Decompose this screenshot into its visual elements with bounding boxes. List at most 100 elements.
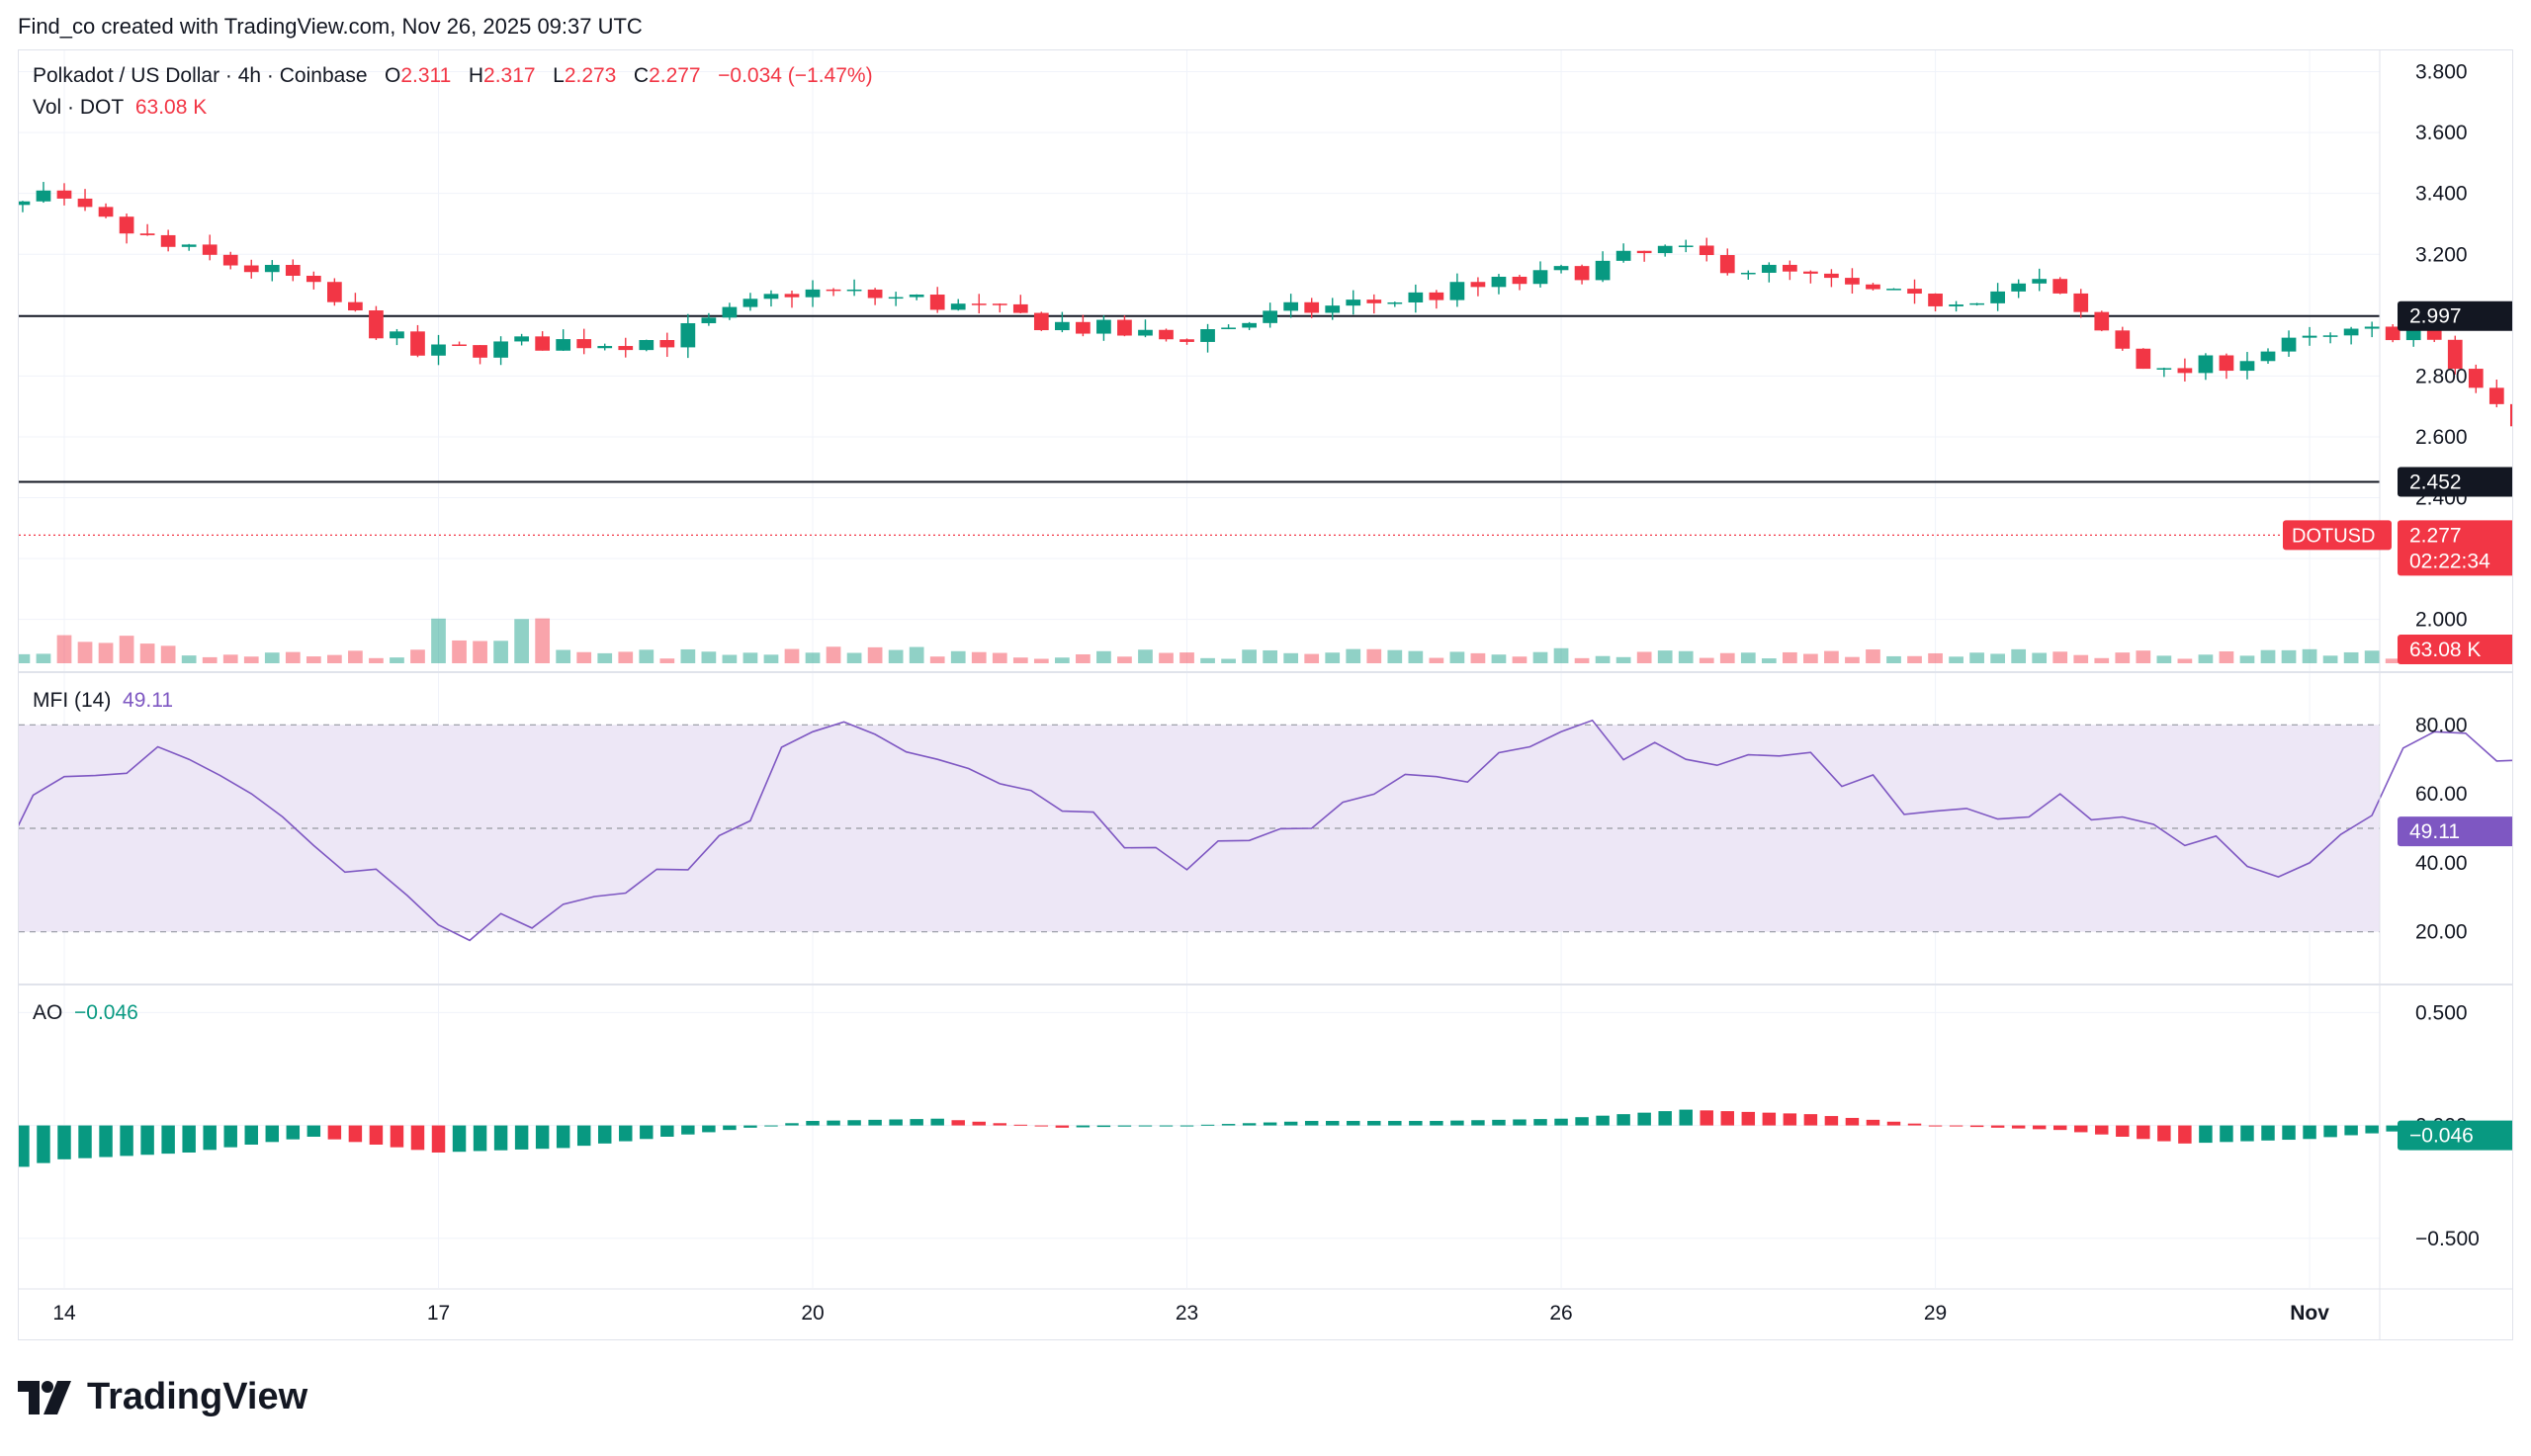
volume-label: Vol · DOT <box>33 96 125 119</box>
candle-body <box>160 234 176 247</box>
ao-bar <box>57 1125 71 1159</box>
volume-bar <box>348 650 363 663</box>
ao-bar <box>993 1123 1007 1126</box>
last-price-badge[interactable]: 2.277 02:22:34 <box>2398 520 2512 576</box>
ao-bars <box>19 1109 2512 1167</box>
candle-body <box>1055 321 1070 331</box>
volume-bar <box>763 654 779 663</box>
level-price-badge[interactable]: 2.997 <box>2398 300 2512 331</box>
candle-body <box>493 341 508 358</box>
ao-bar <box>1283 1121 1298 1126</box>
ao-bar <box>140 1125 154 1156</box>
volume-badge-text: 63.08 K <box>2409 639 2481 661</box>
volume-bar <box>2343 651 2359 663</box>
symbol-tag-text: DOTUSD <box>2292 525 2375 547</box>
volume-bar <box>1096 650 1111 663</box>
volume-bar <box>826 646 841 663</box>
candle-body <box>2115 330 2131 349</box>
ao-bar <box>1450 1120 1464 1126</box>
volume-bar <box>1346 648 1361 663</box>
volume-bar <box>390 657 404 663</box>
chart-panel[interactable]: 2.0002.2002.4002.6002.8003.0003.2003.400… <box>18 49 2513 1340</box>
candle-body <box>2177 368 2193 374</box>
ao-bar <box>223 1125 237 1148</box>
candle-body <box>1138 329 1153 336</box>
volume-value: 63.08 K <box>134 96 208 119</box>
ao-badge[interactable]: −0.046 <box>2398 1120 2512 1151</box>
volume-bar <box>1699 657 1714 663</box>
candle-body <box>56 190 72 199</box>
ao-bar <box>723 1125 737 1131</box>
candle-body <box>2302 335 2317 338</box>
volume-bar <box>1761 658 1777 663</box>
candle-body <box>410 331 425 356</box>
volume-bar <box>2156 655 2172 663</box>
volume-bar <box>1263 649 1278 663</box>
volume-bar <box>181 655 197 663</box>
volume-bar <box>1553 647 1569 663</box>
candle-body <box>639 340 655 351</box>
candle-body <box>909 295 924 298</box>
volume-bar <box>2322 655 2338 663</box>
candles <box>19 182 2512 427</box>
ao-bar <box>1492 1119 1506 1126</box>
ao-bar <box>868 1119 882 1126</box>
volume-badge[interactable]: 63.08 K <box>2398 635 2512 664</box>
ao-bar <box>764 1125 778 1127</box>
ao-tick-label: −0.500 <box>2415 1228 2480 1250</box>
price-tick-label: 3.400 <box>2415 183 2468 206</box>
ao-bar <box>1845 1117 1860 1126</box>
candle-body <box>1159 329 1174 340</box>
tradingview-logo[interactable]: TradingView <box>18 1376 307 1418</box>
volume-bar <box>909 646 924 663</box>
volume-bar <box>431 618 446 663</box>
candle-body <box>390 331 404 339</box>
volume-bar <box>514 619 529 663</box>
ao-bar <box>1700 1110 1713 1126</box>
volume-bar <box>1012 657 1028 663</box>
ao-bar <box>827 1120 840 1126</box>
candle-body <box>2011 283 2027 292</box>
time-tick-label: 26 <box>1549 1302 1572 1325</box>
ao-bar <box>431 1125 446 1153</box>
ao-bar <box>1969 1125 1984 1128</box>
volume-bar <box>1615 656 1631 663</box>
ao-bar <box>2178 1125 2192 1144</box>
level-lines <box>19 314 2380 536</box>
price-tick-label: 3.600 <box>2415 122 2468 144</box>
pane-separators <box>19 50 2512 1339</box>
volume-bar <box>1055 657 1070 663</box>
volume-bar <box>1574 657 1590 663</box>
candle-body <box>1012 303 1028 313</box>
close-label: C <box>633 64 650 87</box>
volume-bar <box>659 658 675 663</box>
ao-bar <box>1616 1114 1630 1126</box>
candle-body <box>264 264 280 273</box>
candle-body <box>514 336 529 342</box>
volume-bar <box>1845 656 1860 663</box>
volume-bar <box>36 653 51 663</box>
ao-bar <box>390 1125 404 1148</box>
volume-bar <box>1595 655 1611 663</box>
ao-bar <box>1824 1116 1839 1126</box>
ao-bar <box>265 1125 280 1143</box>
level-price-badge[interactable]: 2.452 <box>2398 467 2512 497</box>
close-value: 2.277 <box>649 64 701 87</box>
chart-canvas[interactable]: 2.0002.2002.4002.6002.8003.0003.2003.400… <box>19 50 2512 1339</box>
volume-bar <box>1969 652 1984 663</box>
ao-bar <box>930 1118 944 1126</box>
candle-body <box>98 207 114 217</box>
ao-bar <box>1471 1120 1485 1126</box>
ao-bar <box>1179 1125 1194 1127</box>
symbol-tag[interactable]: DOTUSD <box>2283 520 2392 551</box>
candle-body <box>1553 266 1569 271</box>
last-price-badge-text: 02:22:34 <box>2409 550 2490 572</box>
candle-body <box>181 244 197 247</box>
volume-bar <box>98 642 114 663</box>
ao-bar <box>619 1125 633 1142</box>
mfi-tick-label: 60.00 <box>2415 783 2468 806</box>
ao-bar <box>1720 1111 1734 1126</box>
ao-bar <box>702 1125 716 1133</box>
mfi-value: 49.11 <box>123 689 174 712</box>
mfi-badge[interactable]: 49.11 <box>2398 816 2512 847</box>
